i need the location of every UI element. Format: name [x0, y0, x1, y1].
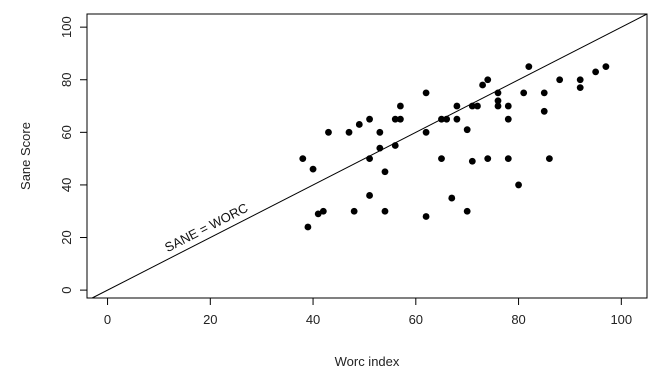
data-point [463, 126, 471, 134]
data-point [350, 207, 358, 215]
data-point [494, 89, 502, 97]
data-point [438, 115, 445, 123]
data-point [494, 97, 502, 105]
data-point [576, 84, 584, 92]
plot-frame [86, 13, 648, 299]
data-point [504, 155, 512, 163]
x-tick-label: 60 [409, 312, 423, 327]
data-point [484, 76, 492, 84]
y-tick-label: 80 [59, 73, 74, 87]
y-tick-label: 100 [59, 16, 74, 38]
data-point [304, 223, 312, 231]
data-point [366, 115, 373, 123]
data-point [443, 115, 451, 123]
data-point [484, 155, 492, 163]
data-points-layer [299, 63, 610, 231]
data-point [396, 115, 404, 123]
data-point [366, 155, 373, 163]
data-point [545, 155, 553, 163]
data-point [376, 144, 384, 152]
y-tick-label: 60 [59, 125, 74, 139]
data-point [299, 155, 307, 163]
data-point [448, 194, 456, 202]
reference-line-label: SANE = WORC [162, 200, 250, 255]
data-point [468, 157, 476, 165]
data-point [396, 102, 404, 110]
y-axis: 0 20 40 60 80 100 [59, 16, 87, 294]
y-tick-label: 0 [59, 286, 74, 293]
data-point [366, 192, 373, 199]
data-point [438, 155, 445, 163]
data-point [556, 76, 564, 84]
data-point [453, 115, 461, 123]
data-point [494, 102, 502, 110]
data-point [325, 128, 332, 136]
data-point [592, 68, 600, 76]
y-axis-title: Sane Score [18, 122, 33, 190]
data-point [391, 115, 399, 123]
y-tick-label: 40 [59, 178, 74, 192]
x-tick-label: 40 [306, 312, 320, 327]
data-point [468, 102, 476, 110]
data-point [453, 102, 461, 110]
data-point [422, 89, 430, 97]
data-point [504, 115, 512, 123]
data-point [504, 102, 512, 110]
x-axis-title: Worc index [335, 354, 400, 369]
x-axis: 0 20 40 60 80 100 [104, 298, 632, 327]
x-tick-label: 0 [104, 312, 111, 327]
data-point [309, 165, 317, 173]
data-point [602, 63, 610, 70]
data-point [381, 207, 389, 215]
y-tick-label: 20 [59, 230, 74, 244]
x-tick-label: 20 [203, 312, 217, 327]
data-point [391, 142, 399, 149]
data-point [422, 213, 430, 220]
data-point [474, 102, 481, 110]
data-point [520, 89, 528, 97]
data-point [345, 128, 353, 136]
data-point [540, 107, 548, 115]
data-point [576, 76, 584, 84]
data-point [376, 128, 384, 136]
x-tick-label: 80 [511, 312, 525, 327]
data-point [314, 210, 322, 218]
data-point [479, 81, 486, 89]
data-point [525, 63, 533, 70]
data-point [540, 89, 548, 97]
data-point [319, 207, 327, 215]
data-point [463, 207, 471, 215]
data-point [515, 181, 522, 189]
x-tick-label: 100 [610, 312, 632, 327]
data-point [381, 168, 389, 176]
data-point [355, 121, 363, 128]
data-point [422, 128, 430, 136]
